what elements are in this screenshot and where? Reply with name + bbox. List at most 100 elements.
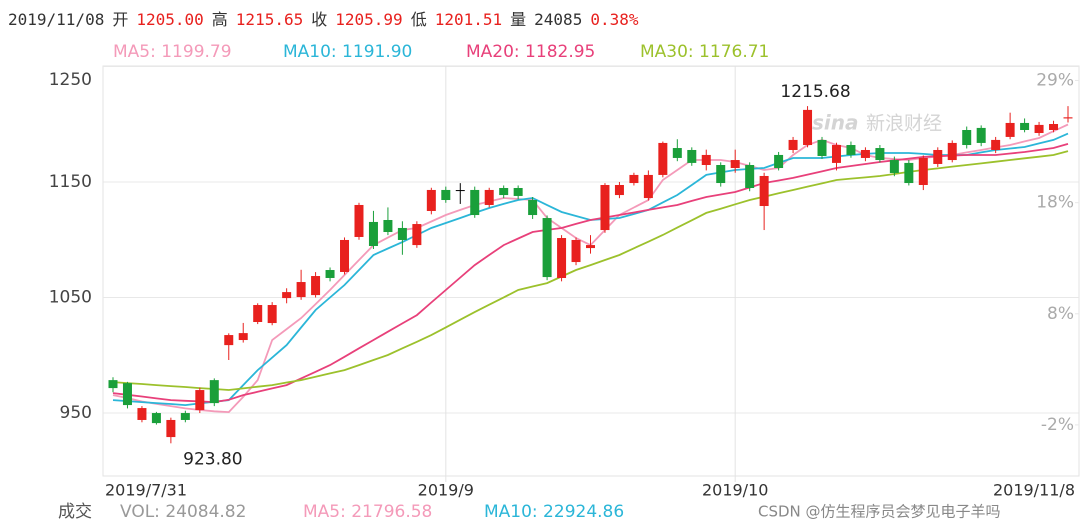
candle-body: [397, 227, 407, 240]
candle-body: [991, 139, 1001, 150]
legend-entry: MA30: 1176.71: [640, 42, 769, 62]
quote-item: 0.38%: [590, 10, 639, 29]
annotation: 1215.68: [780, 82, 850, 102]
candle-body: [701, 154, 711, 166]
candle-body: [918, 157, 928, 185]
y2-tick-label: 18%: [1036, 193, 1074, 213]
candle-body: [716, 165, 726, 184]
candle-body: [166, 419, 176, 438]
candle-body: [831, 145, 841, 163]
candle-body: [108, 380, 118, 389]
volume-legend: VOL: 24084.82: [120, 502, 246, 522]
candle-body: [803, 109, 813, 146]
candle-body: [209, 380, 219, 404]
candle-body: [947, 142, 957, 161]
candle-body: [340, 239, 350, 272]
candle-body: [817, 139, 827, 156]
candle-body: [180, 413, 190, 420]
candle-body: [238, 333, 248, 341]
ma-line: [112, 143, 1069, 404]
candle-body: [933, 149, 943, 164]
candle-body: [976, 127, 986, 143]
candle-body: [586, 245, 595, 249]
annotation: 923.80: [183, 449, 242, 469]
candle-body: [614, 184, 624, 196]
candle-body: [672, 148, 682, 158]
x-tick-label: 2019/10: [702, 481, 768, 500]
quote-item: 低: [411, 10, 427, 29]
volume-legend: MA10: 22924.86: [484, 502, 624, 522]
candle-body: [499, 187, 509, 196]
watermark-logo: sina: [812, 111, 859, 135]
candle-body: [267, 305, 277, 324]
candle-body: [513, 187, 523, 196]
candle-body: [1020, 122, 1030, 131]
candle-body: [426, 189, 436, 211]
candle-body: [296, 282, 306, 298]
candle-body: [904, 162, 914, 184]
candle-body: [687, 149, 697, 163]
x-tick-label: 2019/11/8: [993, 481, 1075, 500]
candle-body: [557, 238, 567, 278]
candle-body: [253, 305, 263, 323]
candle-body: [860, 149, 870, 158]
y2-tick-label: 8%: [1047, 304, 1074, 324]
legend-entry: MA10: 1191.90: [283, 42, 412, 62]
candle-body: [875, 148, 885, 161]
candle-body: [528, 200, 538, 216]
quote-item: 1201.51: [435, 10, 502, 29]
candle-body: [629, 174, 639, 184]
candle-body: [383, 219, 393, 233]
watermark: 新浪财经: [866, 113, 942, 135]
y2-tick-label: -2%: [1041, 415, 1074, 435]
candle-body: [195, 390, 205, 411]
candle-body: [224, 335, 234, 346]
candle-body: [325, 270, 335, 278]
candle-body: [470, 189, 480, 216]
candle-body: [151, 413, 161, 424]
candle-body: [759, 175, 769, 207]
y2-tick-label: 29%: [1036, 70, 1074, 90]
quote-item: 1205.99: [335, 10, 402, 29]
x-tick-label: 2019/7/31: [105, 481, 187, 500]
candle-body: [122, 383, 132, 406]
candle-body: [1063, 117, 1073, 119]
candle-body: [774, 154, 784, 169]
candle-body: [1049, 123, 1059, 131]
candle-body: [455, 190, 465, 192]
quote-item: 2019/11/08: [8, 10, 104, 29]
candle-body: [962, 130, 972, 146]
quote-item: 开: [112, 10, 128, 29]
candle-body: [282, 292, 292, 299]
volume-legend: MA5: 21796.58: [303, 502, 432, 522]
footer: CSDN @仿生程序员会梦见电子羊吗: [758, 503, 1001, 521]
candle-body: [311, 276, 321, 296]
candle-body: [137, 408, 147, 420]
quote-item: 24085: [534, 10, 582, 29]
candle-body: [643, 174, 653, 199]
legend-entry: MA20: 1182.95: [466, 42, 595, 62]
legend-entry: MA5: 1199.79: [113, 42, 232, 62]
quote-line: 2019/11/08 开 1205.00 高 1215.65 收 1205.99 低 1201.…: [8, 10, 639, 29]
candle-body: [889, 160, 899, 173]
candle-body: [788, 139, 798, 150]
candle-body: [658, 142, 668, 175]
y-tick-label: 1050: [49, 288, 92, 308]
candle-body: [1034, 124, 1044, 134]
quote-item: 1205.00: [136, 10, 203, 29]
x-tick-label: 2019/9: [418, 481, 474, 500]
candle-body: [484, 189, 494, 205]
candle-body: [745, 165, 755, 188]
candle-body: [354, 204, 364, 237]
candle-body: [368, 221, 378, 246]
candle-body: [846, 145, 856, 155]
quote-item: 高: [212, 10, 228, 29]
candle-body: [441, 189, 451, 201]
candle-body: [542, 218, 552, 278]
y-tick-label: 950: [60, 403, 92, 423]
candle-body: [1005, 122, 1015, 137]
volume-legend: 成交: [58, 502, 92, 522]
candle-body: [730, 160, 740, 169]
